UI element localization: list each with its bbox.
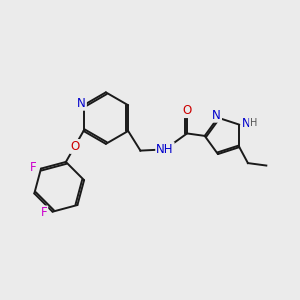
Text: F: F bbox=[40, 206, 47, 219]
Text: O: O bbox=[182, 104, 192, 117]
Text: H: H bbox=[250, 118, 257, 128]
Text: N: N bbox=[212, 109, 221, 122]
Text: O: O bbox=[70, 140, 79, 153]
Text: F: F bbox=[30, 161, 37, 174]
Text: N: N bbox=[242, 117, 250, 130]
Text: NH: NH bbox=[156, 143, 174, 156]
Text: N: N bbox=[77, 97, 86, 110]
